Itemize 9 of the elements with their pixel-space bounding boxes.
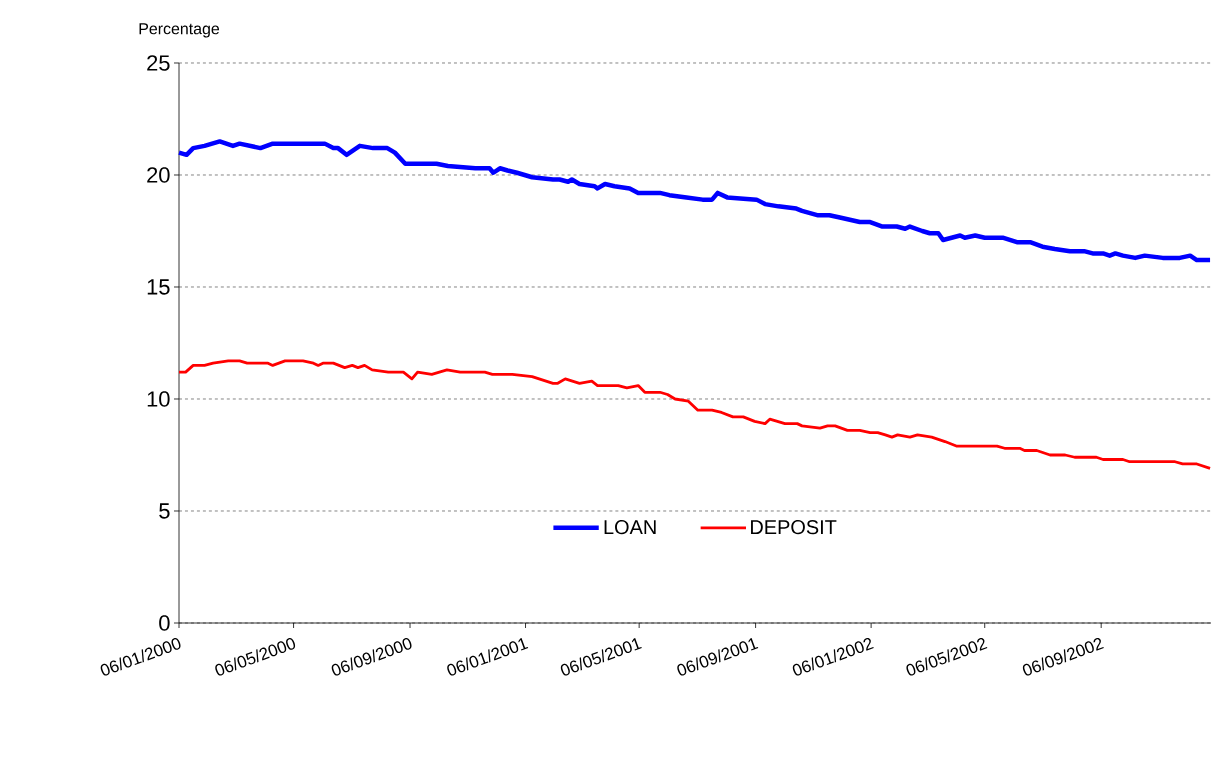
legend-label: DEPOSIT: [751, 520, 837, 535]
legend-label: LOAN: [604, 520, 656, 535]
y-axis-title: Percentage: [139, 23, 220, 38]
y-tick-label: 0: [159, 615, 170, 631]
y-tick-label: 10: [147, 391, 170, 407]
y-tick-label: 5: [159, 503, 170, 519]
y-tick-label: 20: [147, 167, 170, 183]
y-tick-label: 15: [147, 279, 170, 295]
y-tick-label: 25: [147, 55, 170, 71]
